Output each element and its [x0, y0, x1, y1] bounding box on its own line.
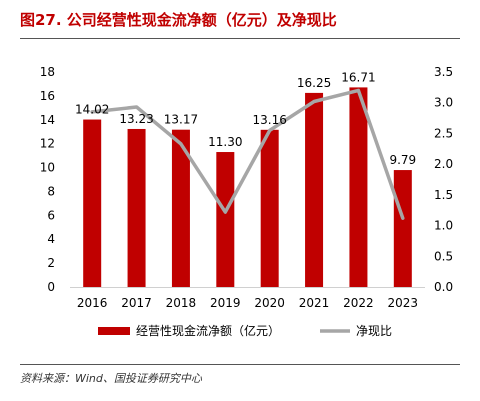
data-labels: 14.02 13.23 13.17 11.30 13.16 16.25 16.71 9.79 [75, 70, 416, 167]
left-axis-tick-label: 6 [47, 208, 55, 222]
right-axis-tick-label: 0.5 [434, 249, 453, 263]
left-axis-tick-label: 10 [40, 161, 55, 175]
legend-label-line: 净现比 [356, 324, 392, 338]
left-axis-ticks: 0 2 4 6 8 10 12 14 16 18 [40, 65, 55, 294]
legend-swatch-bar [98, 327, 130, 335]
left-axis-tick-label: 12 [40, 137, 55, 151]
right-axis-tick-label: 2.5 [434, 126, 453, 140]
left-axis-tick-label: 2 [47, 256, 55, 270]
bar-data-label: 9.79 [389, 153, 416, 167]
bar [83, 119, 102, 288]
x-axis-tick-label: 2022 [343, 296, 374, 310]
left-axis-tick-label: 14 [40, 113, 55, 127]
bar [127, 128, 146, 287]
bottom-divider [20, 364, 460, 365]
x-axis-tick-label: 2018 [166, 296, 197, 310]
legend-label-bar: 经营性现金流净额（亿元） [136, 323, 280, 338]
bar-data-label: 16.25 [297, 76, 331, 90]
bar-data-label: 13.17 [164, 113, 198, 127]
x-axis-tick-label: 2023 [388, 296, 419, 310]
bar [349, 87, 368, 288]
right-axis-tick-label: 1.0 [434, 219, 453, 233]
bar [171, 129, 190, 287]
x-axis-tick-label: 2019 [210, 296, 241, 310]
left-axis-tick-label: 8 [47, 184, 55, 198]
left-axis-tick-label: 18 [40, 65, 55, 79]
bar [305, 92, 324, 288]
bar [260, 129, 279, 287]
left-axis-tick-label: 16 [40, 89, 55, 103]
bar-data-label: 14.02 [75, 103, 109, 117]
source-note: 资料来源：Wind、国投证券研究中心 [20, 372, 202, 385]
bar [216, 152, 235, 287]
top-divider [20, 38, 460, 39]
bar-data-label: 16.71 [341, 70, 375, 84]
figure-title: 图27. 公司经营性现金流净额（亿元）及净现比 [20, 11, 337, 29]
x-axis-tick-label: 2016 [77, 296, 108, 310]
bar-data-label: 11.30 [208, 135, 242, 149]
bar-data-label: 13.16 [253, 113, 287, 127]
bar-series [83, 87, 412, 288]
left-axis-tick-label: 4 [47, 232, 55, 246]
right-axis-tick-label: 3.0 [434, 96, 453, 110]
x-axis-tick-label: 2021 [299, 296, 330, 310]
right-axis-tick-label: 1.5 [434, 188, 453, 202]
right-axis-tick-label: 2.0 [434, 157, 453, 171]
line-series [90, 88, 405, 220]
x-axis-tick-label: 2020 [254, 296, 285, 310]
x-axis-ticks: 2016 2017 2018 2019 2020 2021 2022 2023 [77, 296, 418, 310]
bar-data-label: 13.23 [119, 112, 153, 126]
right-axis-tick-label: 3.5 [434, 65, 453, 79]
right-axis-tick-label: 0.0 [434, 280, 453, 294]
bar [393, 170, 412, 287]
left-axis-tick-label: 0 [47, 280, 55, 294]
legend: 经营性现金流净额（亿元） 净现比 [98, 323, 392, 338]
ratio-line [90, 88, 405, 220]
x-axis-tick-label: 2017 [121, 296, 152, 310]
right-axis-ticks: 0.0 0.5 1.0 1.5 2.0 2.5 3.0 3.5 [434, 65, 453, 294]
